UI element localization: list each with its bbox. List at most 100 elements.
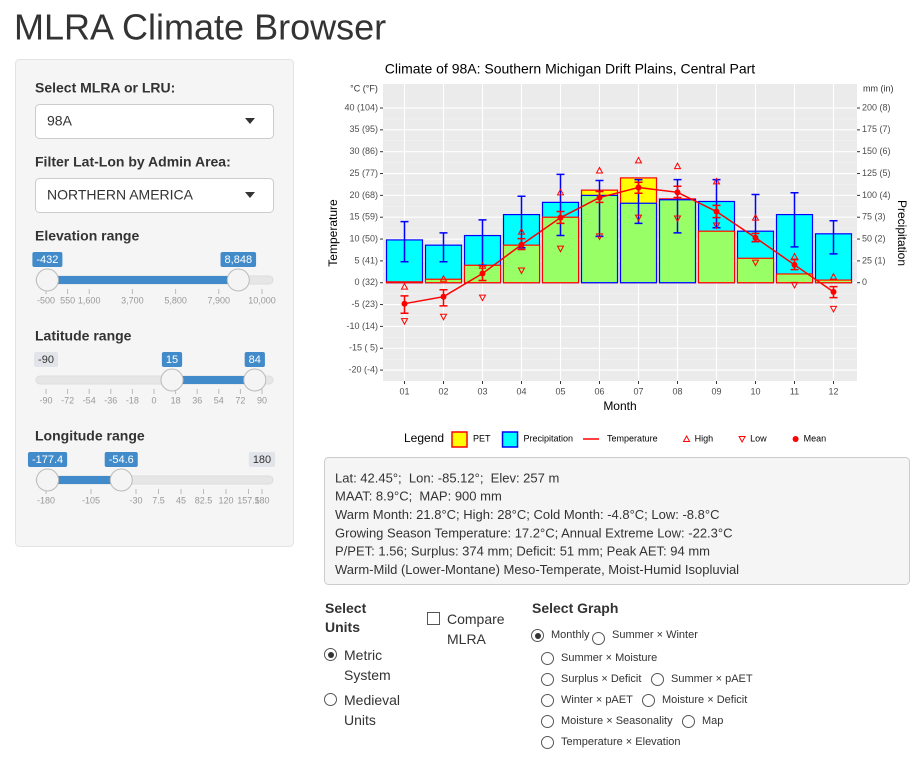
slider-tick-label: 18 <box>171 395 181 405</box>
x-tick-label: 03 <box>477 386 487 396</box>
x-tick-label: 06 <box>594 386 604 396</box>
y-tick-label: -15 ( 5) <box>349 343 378 353</box>
slider-tick-label: -30 <box>129 495 142 505</box>
graph-radio[interactable]: Summer × Winter <box>592 629 698 645</box>
slider-tick-label: -18 <box>126 395 139 405</box>
high-marker <box>634 156 643 164</box>
legend-swatch <box>451 431 468 448</box>
radio-dot[interactable] <box>531 629 544 642</box>
high-marker <box>790 252 799 260</box>
info-box <box>324 457 910 585</box>
slider-to-label-bg <box>244 352 265 367</box>
radio-dot[interactable] <box>682 715 695 728</box>
radio-dot[interactable] <box>592 632 605 645</box>
slider-max-label-text: 180 <box>253 454 271 466</box>
x-axis-title: Month <box>603 399 636 413</box>
bar-overlap <box>504 245 539 282</box>
radio-dot[interactable] <box>541 715 554 728</box>
slider-min-label-text: -90 <box>38 354 54 366</box>
graph-radio[interactable]: Moisture × Seasonality <box>541 715 673 728</box>
y-unit-label: °C (°F) <box>350 83 378 93</box>
slider-to-label-bg <box>220 252 257 267</box>
chart-title: Climate of 98A: Southern Michigan Drift … <box>385 61 755 77</box>
radio-label: Summer × Moisture <box>561 652 658 664</box>
slider-range <box>47 476 122 484</box>
slider-to-label-bg <box>104 452 138 467</box>
radio-dot[interactable] <box>324 648 337 661</box>
radio-label: Monthly <box>551 629 590 641</box>
units-radio[interactable]: Medieval Units <box>324 690 414 730</box>
mean-point <box>479 270 486 277</box>
bar-overlap <box>699 231 734 282</box>
slider-handle[interactable] <box>109 468 133 492</box>
temperature-line <box>404 186 834 305</box>
compare-checkbox[interactable]: Compare MLRA <box>427 609 517 649</box>
legend-swatch <box>738 436 746 444</box>
graph-radio[interactable]: Map <box>682 715 723 728</box>
high-marker <box>400 282 409 290</box>
slider-to-label-text: -54.6 <box>109 454 134 466</box>
low-marker <box>673 215 682 223</box>
graph-radio[interactable]: Winter × pAET <box>541 694 633 707</box>
radio-dot[interactable] <box>541 694 554 707</box>
graph-radio[interactable]: Monthly <box>531 629 590 642</box>
graph-radio[interactable]: Summer × Moisture <box>541 652 657 665</box>
mean-point <box>440 293 447 300</box>
checkbox-box[interactable] <box>427 612 440 625</box>
slider-tick-label: 180 <box>254 495 269 505</box>
slider-tick-label: 82.5 <box>195 495 213 505</box>
radio-dot[interactable] <box>642 694 655 707</box>
low-marker <box>517 267 526 275</box>
x-tick-label: 12 <box>828 386 838 396</box>
slider-tick-label: 54 <box>214 395 224 405</box>
legend-label: Precipitation <box>524 433 574 443</box>
radio-dot[interactable] <box>541 673 554 686</box>
high-marker <box>556 188 565 196</box>
radio-dot[interactable] <box>651 673 664 686</box>
select-box[interactable] <box>35 178 274 213</box>
slider-tick-label: -36 <box>104 395 117 405</box>
error-bar <box>400 220 409 263</box>
graph-radio[interactable]: Surplus × Deficit <box>541 673 641 686</box>
slider-handle[interactable] <box>243 368 267 392</box>
radio-dot[interactable] <box>324 693 337 706</box>
error-bar <box>829 219 838 255</box>
slider-label: Longitude range <box>35 428 145 444</box>
units-radio[interactable]: Metric System <box>324 645 414 685</box>
select-box[interactable] <box>35 104 274 139</box>
slider-to-label-text: 84 <box>249 354 261 366</box>
slider-label: Latitude range <box>35 328 132 344</box>
graph-radio[interactable]: Temperature × Elevation <box>541 736 681 749</box>
slider-from-label-bg <box>32 252 63 267</box>
radio-dot[interactable] <box>541 652 554 665</box>
slider-handle[interactable] <box>160 368 184 392</box>
slider-tick-label: 3,700 <box>121 295 144 305</box>
legend-label: High <box>695 433 714 443</box>
slider-label: Elevation range <box>35 228 139 244</box>
slider-handle[interactable] <box>226 268 250 292</box>
radio-label: Moisture × Deficit <box>662 694 748 706</box>
radio-label: Summer × pAET <box>671 673 753 685</box>
graph-radio[interactable]: Summer × pAET <box>651 673 753 686</box>
low-marker <box>712 222 721 230</box>
graph-radio[interactable]: Moisture × Deficit <box>642 694 747 707</box>
high-marker <box>595 166 604 174</box>
slider-from-label: -177.4 <box>27 452 68 467</box>
x-tick-label: 10 <box>750 386 760 396</box>
slider-handle[interactable] <box>35 268 59 292</box>
mean-point <box>557 214 564 221</box>
radio-dot[interactable] <box>541 736 554 749</box>
slider-range <box>172 376 255 384</box>
slider-to-label: 8,848 <box>220 252 257 267</box>
y-tick-label: -20 (-4) <box>348 364 378 374</box>
legend-swatch <box>792 436 799 442</box>
slider-handle[interactable] <box>36 468 60 492</box>
y-tick-label: 30 (86) <box>349 146 378 156</box>
radio-label: Summer × Winter <box>612 629 698 641</box>
y2-unit-label: mm (in) <box>863 83 894 93</box>
slider-tick-label: 7,900 <box>208 295 231 305</box>
radio-label: Moisture × Seasonality <box>561 715 673 727</box>
low-marker <box>400 318 409 326</box>
